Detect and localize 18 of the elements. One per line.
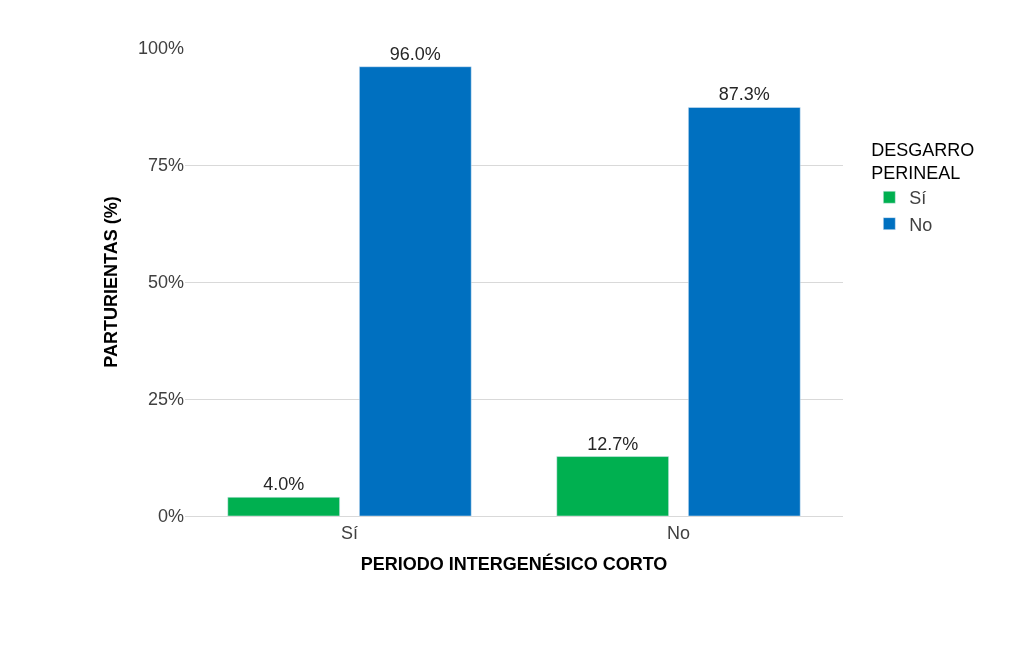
- y-tick-label: 100%: [137, 38, 184, 59]
- legend-title: DESGARRO PERINEAL: [871, 139, 975, 184]
- data-label: 96.0%: [389, 43, 441, 64]
- y-tick-label: 25%: [147, 389, 184, 410]
- legend-label: No: [909, 214, 933, 235]
- y-tick-label: 50%: [147, 272, 184, 293]
- x-axis-title: PERIODO INTERGENÉSICO CORTO: [360, 552, 668, 574]
- data-label: 12.7%: [587, 433, 639, 454]
- data-label: 4.0%: [263, 474, 305, 495]
- y-tick-label: 0%: [157, 506, 184, 527]
- bar: [688, 107, 801, 516]
- legend-label: Sí: [909, 188, 927, 209]
- bar: [227, 497, 340, 516]
- bar: [556, 456, 669, 516]
- bar: [359, 66, 472, 516]
- data-label: 87.3%: [718, 84, 770, 105]
- y-axis-title: PARTURIENTAS (%): [101, 196, 122, 368]
- y-tick-label: 75%: [147, 155, 184, 176]
